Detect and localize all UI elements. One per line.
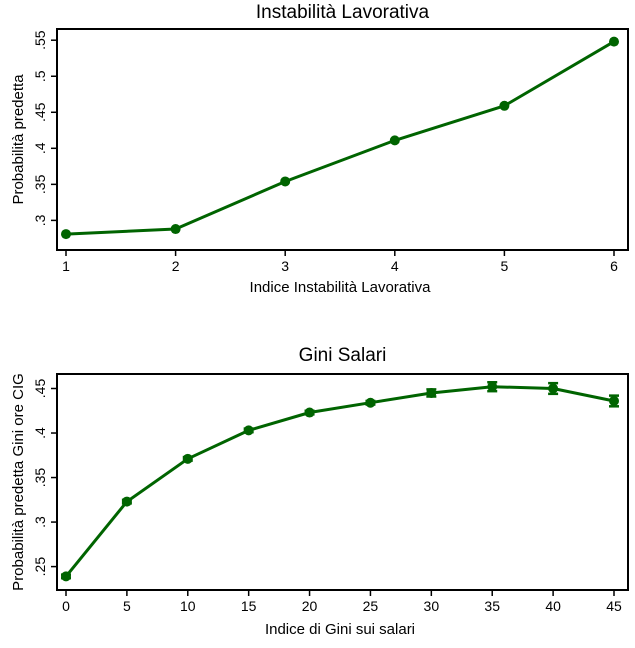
x-axis-label: Indice di Gini sui salari bbox=[265, 621, 415, 638]
x-tick-label: 20 bbox=[302, 598, 318, 614]
x-tick-label: 30 bbox=[424, 598, 440, 614]
y-tick-label: .45 bbox=[32, 102, 48, 122]
data-point bbox=[280, 176, 291, 187]
x-tick-label: 2 bbox=[172, 258, 180, 274]
x-tick-label: 0 bbox=[62, 598, 70, 614]
data-point bbox=[609, 36, 619, 47]
x-tick-label: 3 bbox=[281, 258, 289, 274]
y-tick-label: .25 bbox=[32, 557, 48, 577]
y-tick-label: .3 bbox=[32, 516, 48, 528]
chart-panel-2: Gini Salari 0 5 10 15 20 25 30 35 40 45 .25 .3 .35 .4.… bbox=[10, 345, 629, 638]
y-tick-label: .3 bbox=[32, 214, 48, 226]
series-line bbox=[65, 40, 615, 236]
chart-panel-1: Instabilità Lavorativa 1 2 3 4 5 6 .3 .35 .4 .45 .5… bbox=[10, 2, 629, 296]
data-point bbox=[61, 571, 71, 582]
data-point bbox=[389, 135, 400, 146]
plot-frame bbox=[56, 373, 629, 591]
y-tick-label: .55 bbox=[32, 30, 48, 50]
chart-title: Instabilità Lavorativa bbox=[256, 2, 430, 23]
data-point bbox=[304, 407, 315, 418]
x-tick-label: 5 bbox=[501, 258, 509, 274]
x-tick-label: 25 bbox=[363, 598, 379, 614]
data-point bbox=[182, 453, 193, 464]
x-tick-label: 4 bbox=[391, 258, 399, 274]
x-tick-label: 6 bbox=[610, 258, 618, 274]
data-point bbox=[499, 100, 510, 111]
data-point bbox=[170, 224, 181, 235]
y-tick-label: .5 bbox=[32, 70, 48, 82]
plot-frame bbox=[56, 28, 629, 251]
data-point bbox=[121, 496, 132, 507]
data-point bbox=[426, 387, 437, 398]
y-tick-label: .4 bbox=[32, 142, 48, 154]
data-point bbox=[487, 381, 498, 392]
data-point bbox=[61, 229, 71, 240]
chart-title: Gini Salari bbox=[299, 345, 387, 366]
x-tick-label: 40 bbox=[545, 598, 561, 614]
data-point bbox=[609, 395, 619, 406]
data-point bbox=[243, 425, 254, 436]
y-tick-label: .4 bbox=[32, 427, 48, 439]
x-axis-label: Indice Instabilità Lavorativa bbox=[250, 279, 432, 296]
y-axis-label: Probabilità predetta Gini ore CIG bbox=[10, 373, 27, 591]
series-line bbox=[64, 385, 615, 578]
data-point bbox=[548, 383, 559, 394]
y-tick-label: .35 bbox=[32, 174, 48, 194]
x-tick-label: 10 bbox=[180, 598, 196, 614]
x-tick-label: 45 bbox=[606, 598, 622, 614]
x-tick-label: 5 bbox=[123, 598, 131, 614]
x-tick-label: 1 bbox=[62, 258, 70, 274]
data-point bbox=[365, 397, 376, 408]
y-axis-label: Probabilità predetta bbox=[10, 74, 27, 205]
y-tick-label: .35 bbox=[32, 468, 48, 488]
x-tick-label: 35 bbox=[484, 598, 500, 614]
x-tick-label: 15 bbox=[241, 598, 257, 614]
y-tick-label: .45 bbox=[32, 379, 48, 399]
